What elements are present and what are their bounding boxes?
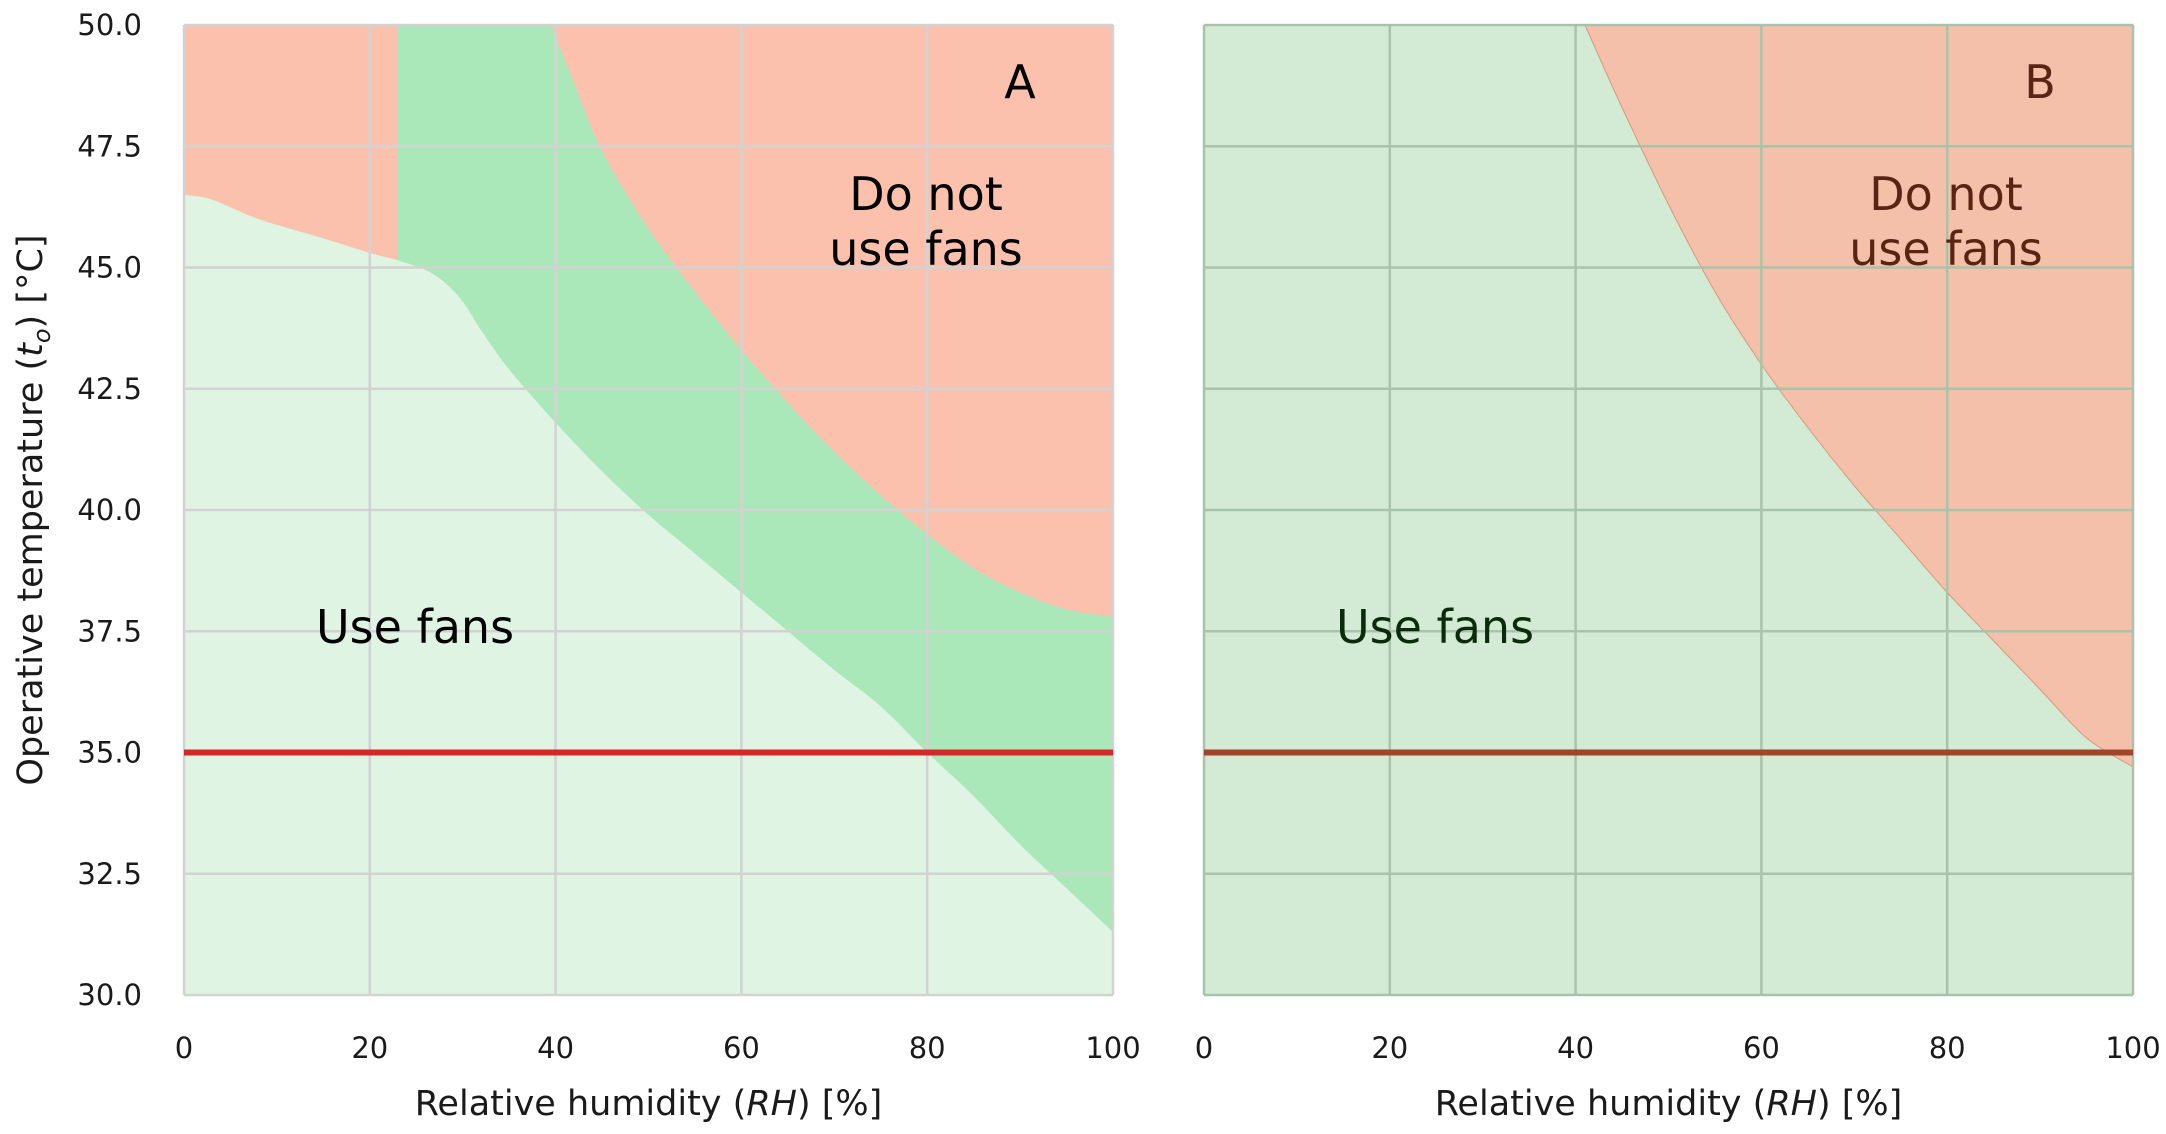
x-axis-label-variable: RH — [1766, 1084, 1817, 1124]
y-tick-label: 45.0 — [77, 251, 142, 285]
panel-label: B — [2024, 55, 2056, 109]
y-axis-label: Operative temperature (to) [°C] — [11, 234, 56, 785]
x-tick-label: 100 — [2105, 1031, 2160, 1065]
x-tick-label: 80 — [909, 1031, 946, 1065]
y-axis-label-subscript: o — [28, 328, 56, 343]
y-tick-label: 42.5 — [77, 372, 142, 406]
y-tick-label: 47.5 — [77, 129, 142, 163]
y-axis-label-variable: t — [11, 342, 51, 357]
region-do-not-use-fans — [1584, 24, 2134, 768]
panel-a-chart: 0 20 40 60 80 100 Relative humidity (RH) [%] 30… — [77, 8, 1140, 1124]
panel-label: A — [1004, 55, 1036, 109]
x-axis-label-prefix: Relative humidity ( — [415, 1084, 747, 1124]
x-axis-label: Relative humidity (RH) [%] — [1435, 1084, 1903, 1124]
annotation-do-not-use-fans-line1: Do not — [849, 167, 1003, 221]
x-axis-label-variable: RH — [746, 1084, 797, 1124]
x-axis-label: Relative humidity (RH) [%] — [415, 1084, 883, 1124]
y-axis-label-prefix: Operative temperature ( — [11, 357, 51, 786]
x-tick-label: 0 — [175, 1031, 193, 1065]
annotation-use-fans: Use fans — [316, 600, 514, 654]
panel-b-chart: 0 20 40 60 80 100 Relative humidity (RH) [%] B D… — [1195, 23, 2161, 1124]
annotation-do-not-use-fans-line1: Do not — [1869, 167, 2023, 221]
annotation-do-not-use-fans-line2: use fans — [829, 222, 1023, 276]
x-tick-label: 60 — [1743, 1031, 1780, 1065]
y-tick-label: 40.0 — [77, 493, 142, 527]
x-tick-label: 20 — [351, 1031, 388, 1065]
x-tick-label: 40 — [1557, 1031, 1594, 1065]
y-tick-label: 32.5 — [77, 857, 142, 891]
region-use-fans — [184, 194, 1113, 995]
x-axis-label-suffix: ) [%] — [1817, 1084, 1902, 1124]
annotation-use-fans: Use fans — [1336, 600, 1534, 654]
y-tick-label: 30.0 — [77, 978, 142, 1012]
x-axis-label-prefix: Relative humidity ( — [1435, 1084, 1767, 1124]
x-axis-label-suffix: ) [%] — [797, 1084, 882, 1124]
y-tick-label: 35.0 — [77, 736, 142, 770]
y-axis-label-suffix: ) [°C] — [11, 234, 51, 328]
region-do-not-use-fans-left — [184, 25, 398, 261]
x-tick-label: 60 — [723, 1031, 760, 1065]
x-tick-label: 80 — [1929, 1031, 1966, 1065]
x-tick-label: 40 — [537, 1031, 574, 1065]
annotation-do-not-use-fans-line2: use fans — [1849, 222, 2043, 276]
x-tick-label: 0 — [1195, 1031, 1213, 1065]
y-tick-label: 37.5 — [77, 614, 142, 648]
region-do-not-use-fans — [550, 25, 1113, 617]
x-tick-label: 100 — [1085, 1031, 1140, 1065]
x-tick-label: 20 — [1371, 1031, 1408, 1065]
y-axis-label-text: Operative temperature (to) [°C] — [11, 234, 56, 785]
y-tick-label: 50.0 — [77, 8, 142, 42]
